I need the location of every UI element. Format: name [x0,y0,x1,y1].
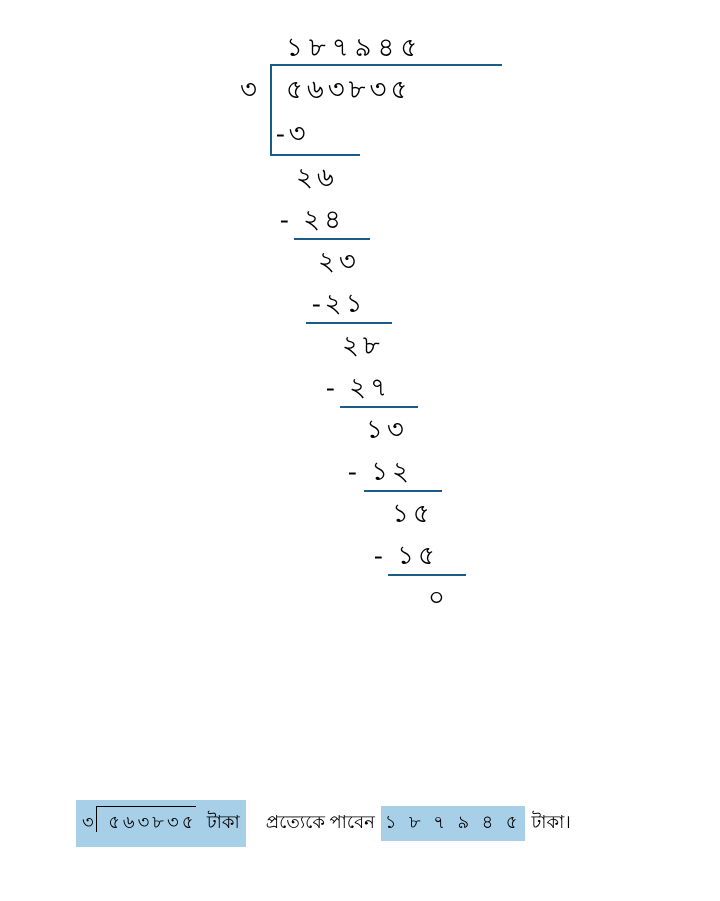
footer-text-before: প্রত্যেকে পাবেন [266,808,375,839]
footer-dividend: ৫৬৩৮৩৫ [108,812,196,832]
mini-bracket-top [96,806,196,807]
step-subtract-5: - ১৫ [374,536,439,575]
step-result-4: ১৫ [392,494,434,533]
footer-result-highlight: ১ ৮ ৭ ৯ ৪ ৫ [381,806,526,841]
step-result-5: ০ [428,578,449,617]
step-result-0: ২৬ [296,158,338,197]
step-line-1 [294,238,370,240]
step-line-3 [340,406,418,408]
step-subtract-4: - ১২ [348,452,413,491]
step-result-3: ১৩ [366,410,408,449]
footer-unit: টাকা [207,812,240,832]
step-line-4 [364,490,442,492]
step-subtract-1: - ২৪ [280,200,345,239]
step-subtract-2: -২১ [312,284,366,323]
step-subtract-3: - ২৭ [326,368,391,407]
quotient-underline [270,64,502,66]
footer-text-after: টাকা। [531,808,570,839]
quotient: ১৮৭৯৪৫ [286,28,423,67]
division-bracket-vertical [270,64,272,154]
mini-bracket-vertical [96,806,97,832]
footer-divisor: ৩ [82,812,94,832]
step-line-0 [270,154,360,156]
step-line-5 [388,574,466,576]
divisor: ৩ [240,70,257,109]
footer-division-box: ৩ ৫৬৩৮৩৫ টাকা [76,800,246,847]
footer-answer-line: ৩ ৫৬৩৮৩৫ টাকা প্রত্যেকে পাবেন ১ ৮ ৭ ৯ ৪ … [76,800,571,847]
step-subtract-0: -৩ [276,114,310,153]
dividend: ৫৬৩৮৩৫ [286,70,411,109]
step-result-2: ২৮ [342,326,384,365]
step-result-1: ২৩ [318,242,360,281]
step-line-2 [306,322,392,324]
